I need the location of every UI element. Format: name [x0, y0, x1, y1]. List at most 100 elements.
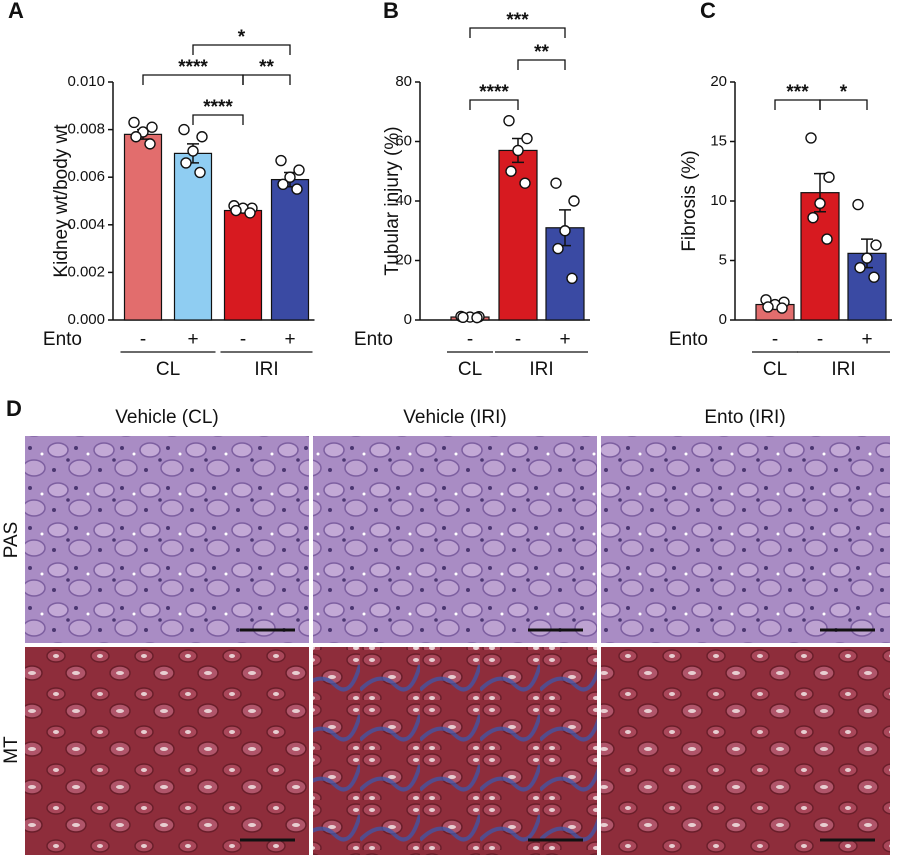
y-tick-label: 0.010 [67, 73, 105, 90]
data-point [805, 132, 817, 144]
y-tick-label: 60 [395, 132, 412, 149]
data-point [244, 207, 256, 219]
data-point [568, 195, 580, 207]
data-point [503, 114, 515, 127]
significance-label: *** [786, 82, 809, 103]
bar [123, 133, 163, 321]
y-tick-label: 40 [395, 192, 412, 209]
data-point [519, 177, 531, 189]
mt-image [313, 647, 597, 855]
data-point [559, 225, 571, 237]
significance-label: *** [506, 10, 529, 31]
pas-image [25, 436, 309, 643]
y-axis-label: Tubular injury (%) [382, 126, 403, 275]
group-label: CL [763, 359, 787, 380]
bar [223, 209, 263, 321]
x-tick-label: - [140, 329, 146, 350]
mt-image [601, 647, 890, 855]
row-label: Ento [354, 329, 393, 350]
data-point [512, 144, 524, 157]
data-point [291, 183, 303, 195]
panel-label: C [700, 0, 716, 23]
y-tick-label: 0.004 [67, 216, 105, 233]
row-label: PAS [1, 522, 22, 559]
x-tick-label: + [861, 329, 872, 350]
pas-image [313, 436, 597, 643]
data-point [566, 272, 578, 285]
data-point [187, 145, 199, 157]
group-label: IRI [529, 359, 553, 380]
significance-bracket [192, 44, 291, 55]
column-title: Vehicle (IRI) [403, 407, 506, 428]
data-point [814, 197, 826, 210]
panel-label: A [8, 0, 24, 23]
panel-label: B [383, 0, 399, 23]
y-axis-label: Fibrosis (%) [679, 150, 700, 251]
mt-image [25, 647, 309, 855]
y-tick-label: 80 [395, 73, 412, 90]
data-point [823, 171, 835, 183]
data-point [457, 311, 469, 324]
y-tick-label: 20 [710, 73, 727, 90]
pas-image [601, 436, 890, 643]
y-tick-label: 0.006 [67, 168, 105, 185]
significance-bracket [469, 27, 566, 38]
data-point [275, 154, 287, 167]
x-tick-label: - [817, 329, 823, 350]
y-tick-label: 10 [710, 192, 727, 209]
y-tick-label: 20 [395, 251, 412, 268]
data-point [552, 242, 564, 255]
data-point [821, 233, 833, 245]
significance-label: * [238, 27, 246, 48]
x-tick-label: + [187, 329, 198, 350]
data-point [293, 164, 305, 176]
x-tick-label: - [515, 329, 521, 350]
column-title: Vehicle (CL) [115, 407, 219, 428]
data-point [861, 252, 873, 264]
significance-label: * [840, 82, 848, 103]
data-point [284, 171, 296, 183]
group-label: IRI [254, 359, 278, 380]
data-point [130, 131, 142, 143]
histology-panel: D Vehicle (CL) Vehicle (IRI) Ento (IRI) … [1, 396, 890, 855]
y-tick-label: 0 [719, 311, 727, 328]
x-tick-label: - [772, 329, 778, 350]
y-tick-label: 0 [404, 311, 412, 328]
y-tick-label: 0.008 [67, 121, 105, 138]
group-label: IRI [831, 359, 855, 380]
group-label: CL [156, 359, 180, 380]
data-point [144, 138, 156, 150]
data-point [521, 132, 533, 145]
group-label: CL [458, 359, 482, 380]
row-label: Ento [43, 329, 82, 350]
data-point [128, 116, 140, 129]
data-point [762, 301, 774, 313]
x-tick-label: + [284, 329, 295, 350]
data-point [146, 121, 158, 133]
data-point [178, 123, 190, 136]
data-point [868, 271, 880, 283]
y-tick-label: 0.002 [67, 263, 105, 280]
y-axis-label: Kidney wt/body wt [51, 124, 72, 278]
row-label: MT [1, 736, 22, 764]
x-tick-label: - [467, 329, 473, 350]
significance-label: **** [203, 97, 233, 118]
significance-bracket [192, 114, 244, 125]
significance-bracket [242, 74, 291, 85]
significance-bracket [819, 99, 868, 110]
row-label: Ento [669, 329, 708, 350]
x-tick-label: - [240, 329, 246, 350]
column-title: Ento (IRI) [704, 407, 785, 428]
significance-label: **** [178, 57, 208, 78]
data-point [505, 165, 517, 177]
data-point [277, 178, 289, 191]
y-tick-label: 15 [710, 132, 727, 149]
significance-bracket [469, 99, 519, 110]
data-point [852, 198, 864, 211]
data-point [230, 204, 242, 217]
data-point [550, 177, 562, 189]
data-point [180, 157, 192, 169]
data-point [870, 239, 882, 251]
significance-label: ** [534, 42, 549, 63]
